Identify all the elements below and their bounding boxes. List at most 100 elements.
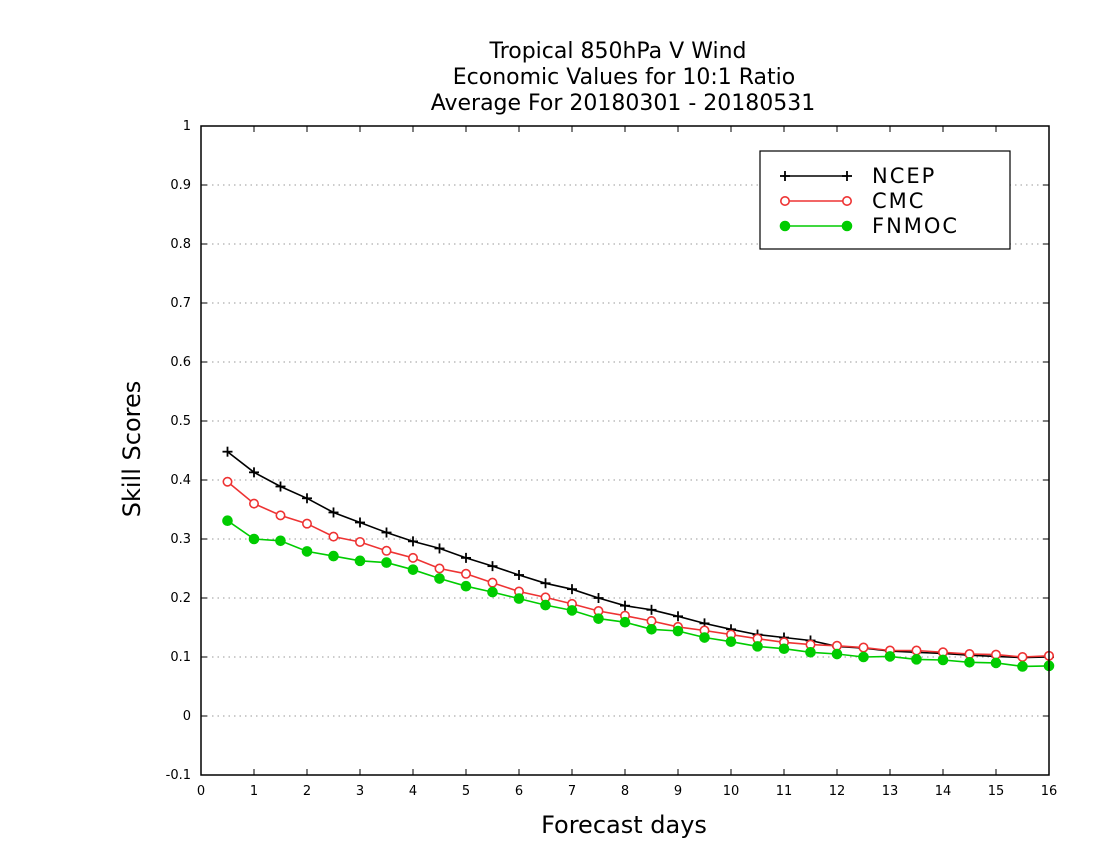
data-point-cmc <box>275 510 286 521</box>
data-point-fnmoc <box>725 636 737 647</box>
grid-lines <box>201 184 1049 717</box>
x-tick-label: 9 <box>674 784 682 799</box>
x-tick-label: 8 <box>621 784 629 799</box>
data-point-fnmoc <box>460 580 472 592</box>
x-tick-label: 6 <box>515 784 523 799</box>
x-tick-label: 7 <box>568 784 576 799</box>
legend-item-fnmoc: FNMOC <box>779 214 959 238</box>
data-point-ncep <box>302 493 312 504</box>
legend-marker-fnmoc <box>779 220 791 232</box>
y-axis-label: Skill Scores <box>118 381 146 518</box>
plot-series <box>222 446 1055 672</box>
x-tick-label: 2 <box>303 784 311 799</box>
data-point-fnmoc <box>672 625 684 637</box>
data-point-cmc <box>964 649 975 660</box>
data-point-fnmoc <box>884 651 896 662</box>
data-point-fnmoc <box>646 623 657 635</box>
data-point-ncep <box>540 578 551 589</box>
title-line-2: Economic Values for 10:1 Ratio <box>453 65 795 90</box>
chart-title: Tropical 850hPa V Wind Economic Values f… <box>431 39 816 116</box>
data-point-cmc <box>249 498 260 509</box>
data-point-ncep <box>408 536 418 547</box>
legend-box <box>759 150 1011 250</box>
data-point-cmc <box>831 640 842 651</box>
data-point-fnmoc <box>566 605 578 616</box>
data-point-ncep <box>249 467 259 478</box>
data-point-ncep <box>514 569 524 580</box>
data-point-fnmoc <box>275 535 286 547</box>
data-point-ncep <box>355 517 365 528</box>
data-point-fnmoc <box>301 546 313 557</box>
data-point-fnmoc <box>540 599 551 611</box>
data-point-fnmoc <box>593 613 604 624</box>
data-point-fnmoc <box>752 641 763 652</box>
data-point-fnmoc <box>964 657 975 668</box>
data-point-cmc <box>911 645 922 656</box>
data-point-fnmoc <box>222 515 233 527</box>
data-point-ncep <box>434 543 445 554</box>
data-point-fnmoc <box>699 632 710 643</box>
data-point-fnmoc <box>831 648 843 660</box>
legend-item-ncep: NCEP <box>780 164 934 188</box>
y-tick-label: 0.5 <box>170 414 191 429</box>
y-tick-label: 0.9 <box>170 178 191 193</box>
title-line-3: Average For 20180301 - 20180531 <box>431 91 816 116</box>
legend-marker-cmc <box>779 196 790 207</box>
x-axis-label: Forecast days <box>541 811 707 839</box>
legend-marker-cmc <box>841 196 852 207</box>
legend-marker-fnmoc <box>841 220 853 232</box>
legend-item-cmc: CMC <box>779 189 923 213</box>
title-line-1: Tropical 850hPa V Wind <box>488 39 746 64</box>
data-point-cmc <box>487 577 498 588</box>
data-point-ncep <box>222 446 233 457</box>
y-tick-label: 0 <box>183 709 191 724</box>
data-point-fnmoc <box>858 651 869 663</box>
data-point-fnmoc <box>778 643 790 655</box>
series-line-ncep <box>227 451 1050 659</box>
plot-area-frame <box>200 125 1050 776</box>
x-tick-label: 15 <box>988 784 1005 799</box>
data-point-ncep <box>328 507 339 518</box>
data-point-fnmoc <box>434 573 445 584</box>
data-point-cmc <box>434 563 445 574</box>
series-cmc <box>222 476 1055 662</box>
data-point-fnmoc <box>805 646 816 658</box>
data-point-cmc <box>407 552 418 563</box>
data-point-ncep <box>567 584 577 595</box>
y-tick-labels: -0.1 0 0.1 0.2 0.3 0.4 0.5 0.6 0.7 0.8 0.9 1 <box>166 119 191 783</box>
series-line-cmc <box>226 481 1050 658</box>
x-tick-label: 5 <box>462 784 470 799</box>
data-point-cmc <box>354 536 365 547</box>
x-tick-label: 10 <box>723 784 740 799</box>
series-fnmoc <box>222 515 1055 672</box>
x-tick-labels: 0 1 2 3 4 5 6 7 8 9 10 11 12 13 14 15 16 <box>197 784 1057 799</box>
x-tick-label: 12 <box>829 784 846 799</box>
y-tick-label: 0.4 <box>170 473 191 488</box>
legend-label-fnmoc: FNMOC <box>872 214 959 238</box>
data-point-cmc <box>381 545 392 556</box>
data-point-fnmoc <box>407 564 419 575</box>
data-point-ncep <box>381 527 392 538</box>
y-tick-label: 0.7 <box>170 296 191 311</box>
data-point-fnmoc <box>937 654 949 666</box>
y-tick-label: -0.1 <box>166 768 191 783</box>
x-tick-label: 4 <box>409 784 417 799</box>
series-line-fnmoc <box>227 520 1050 668</box>
data-point-fnmoc <box>911 654 922 665</box>
data-point-ncep <box>646 604 657 615</box>
data-point-fnmoc <box>248 533 260 545</box>
y-tick-label: 0.3 <box>170 532 191 547</box>
series-ncep <box>222 446 1054 663</box>
data-point-cmc <box>460 568 471 579</box>
data-point-fnmoc <box>354 555 366 567</box>
data-point-ncep <box>275 481 286 492</box>
data-point-fnmoc <box>487 586 498 598</box>
data-point-cmc <box>301 518 312 529</box>
legend-marker-ncep <box>842 171 852 181</box>
data-point-fnmoc <box>328 550 339 562</box>
data-point-cmc <box>858 642 869 653</box>
y-tick-label: 0.1 <box>170 650 191 665</box>
data-point-cmc <box>1017 651 1028 662</box>
x-tick-label: 0 <box>197 784 205 799</box>
x-tick-label: 3 <box>356 784 364 799</box>
